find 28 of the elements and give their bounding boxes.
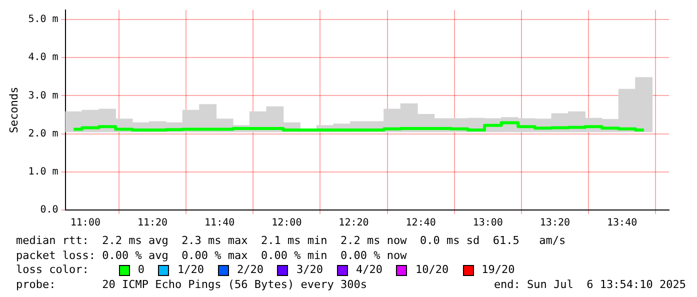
x-tick-label: 11:40 [204,218,235,229]
y-tick-label: 3.0 m [28,90,58,102]
x-tick-label: 13:40 [607,218,638,229]
x-tick-label: 13:20 [540,218,570,229]
y-tick-label: 5.0 m [28,14,58,26]
y-tick-label: 1.0 m [28,166,58,178]
legend-label: 0 [138,263,144,278]
legend-label: 1/20 [177,263,204,278]
y-tick-label: 4.0 m [28,52,58,64]
text: packet loss: 0.00 % avg 0.00 % max 0.00 % min 0.00 % now [16,248,408,264]
x-tick-label: 12:20 [338,218,369,229]
text: end: Sun Jul 6 13:54:10 2025 [494,278,686,292]
legend-label: 10/20 [415,263,449,278]
x-tick-label: 13:00 [472,218,503,229]
legend-label: 19/20 [482,263,515,278]
x-tick-label: 11:20 [137,218,168,229]
text: probe: 20 ICMP Echo Pings (56 Bytes) every 300s [16,278,367,292]
y-tick-label: 2.0 m [28,128,58,140]
y-tick-label: 0.0 [40,204,58,216]
legend-label: 4/20 [356,263,382,278]
legend-label: 3/20 [296,263,323,278]
text: median rtt: 2.2 ms avg 2.3 ms max 2.1 ms min 2.2 ms now 0.0 ms sd 61.5 am/s [16,234,567,249]
legend-title: loss color: [16,263,89,278]
x-tick-label: 11:00 [70,218,100,229]
x-tick-label: 12:40 [406,218,436,229]
legend-label: 2/20 [236,263,264,278]
x-tick-label: 12:00 [272,218,302,229]
y-axis-title: Seconds [7,86,20,134]
